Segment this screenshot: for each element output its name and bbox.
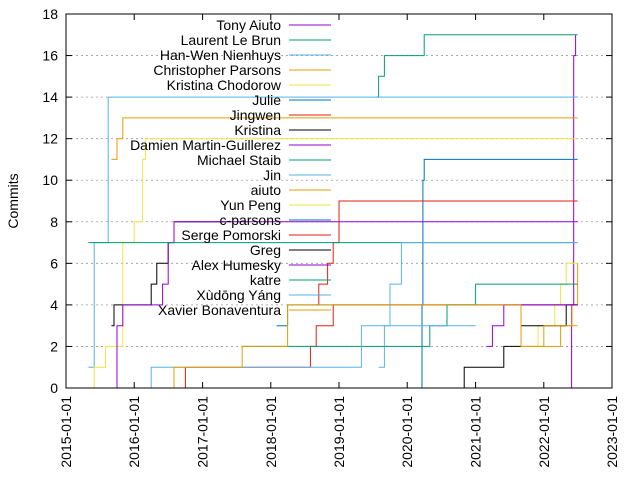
legend-label: Michael Staib [197, 152, 281, 168]
legend-label: aiuto [251, 182, 282, 198]
series-line-1 [376, 34, 578, 98]
series-line-17 [242, 283, 578, 347]
y-tick-label: 6 [50, 255, 58, 271]
y-tick-label: 0 [50, 380, 58, 396]
y-axis-ticks: 0 2 4 6 8 10 12 14 16 18 [42, 6, 612, 396]
series-line-3 [111, 117, 578, 160]
legend-label: Kristina Chodorow [167, 77, 282, 93]
x-tick-label: 2019-01-01 [331, 396, 347, 468]
y-tick-label: 18 [42, 6, 58, 22]
legend-label: Xùdōng Yáng [196, 287, 281, 303]
series-line-8 [111, 221, 578, 389]
x-tick-label: 2015-01-01 [58, 396, 74, 468]
legend-label: Jin [263, 167, 281, 183]
y-tick-label: 8 [50, 214, 58, 230]
legend-label: katre [250, 272, 281, 288]
legend-label: Julie [252, 92, 281, 108]
y-tick-label: 4 [50, 297, 58, 313]
x-tick-label: 2022-01-01 [536, 396, 552, 468]
series-line-6 [316, 200, 578, 306]
y-tick-label: 10 [42, 172, 58, 188]
y-tick-label: 14 [42, 89, 58, 105]
x-tick-label: 2020-01-01 [399, 396, 415, 468]
legend-label: Kristina [234, 122, 281, 138]
series-lines [82, 34, 579, 389]
series-line-5 [420, 158, 578, 389]
legend-label: Damien Martin-Guillerez [130, 137, 281, 153]
legend-label: c-parsons [220, 212, 281, 228]
x-tick-label: 2021-01-01 [468, 396, 484, 468]
series-line-19 [162, 304, 578, 389]
series-line-0 [569, 34, 577, 389]
legend-label: Alex Humesky [192, 257, 281, 273]
series-line-13 [276, 304, 578, 327]
x-tick-label: 2018-01-01 [263, 396, 279, 468]
y-tick-label: 12 [42, 131, 58, 147]
legend-label: Han-Wen Nienhuys [160, 47, 281, 63]
x-axis-ticks: 2015-01-01 2016-01-01 2017-01-01 2018-01-01… [58, 14, 620, 468]
x-tick-label: 2023-01-01 [604, 396, 620, 468]
legend-label: Xavier Bonaventura [158, 302, 281, 318]
legend-label: Laurent Le Brun [181, 32, 281, 48]
x-tick-label: 2017-01-01 [195, 396, 211, 468]
legend-label: Jingwen [230, 107, 281, 123]
y-axis-label: Commits [5, 173, 21, 228]
legend-label: Serge Pomorski [181, 227, 281, 243]
legend-label: Christopher Parsons [153, 62, 281, 78]
legend-label: Tony Aiuto [216, 17, 281, 33]
legend-label: Greg [250, 242, 281, 258]
x-tick-label: 2016-01-01 [126, 396, 142, 468]
y-tick-label: 2 [50, 338, 58, 354]
legend-label: Yun Peng [220, 197, 281, 213]
y-tick-label: 16 [42, 48, 58, 64]
